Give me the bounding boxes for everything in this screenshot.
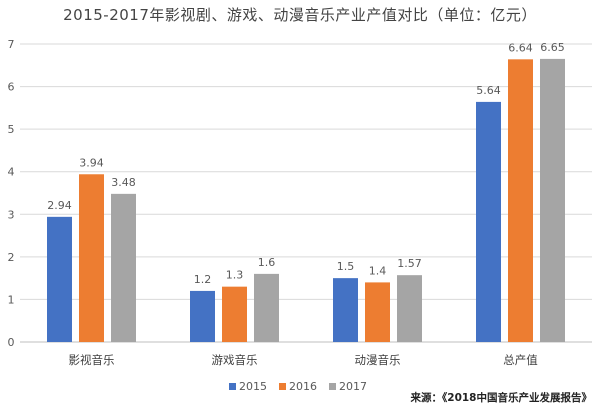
data-label: 3.94 (79, 156, 104, 169)
y-tick-label: 6 (8, 81, 15, 94)
legend-swatch (329, 383, 336, 390)
legend-label: 2015 (239, 380, 267, 393)
y-tick-label: 7 (8, 38, 15, 51)
data-label: 2.94 (47, 199, 72, 212)
bar (508, 59, 533, 342)
bar (47, 216, 72, 342)
y-tick-label: 3 (8, 208, 15, 221)
bar (333, 278, 358, 342)
bar (476, 101, 501, 342)
x-tick-label: 总产值 (503, 353, 538, 367)
y-tick-label: 1 (8, 293, 15, 306)
legend-label: 2016 (289, 380, 317, 393)
chart-title: 2015-2017年影视剧、游戏、动漫音乐产业产值对比（单位：亿元） (63, 6, 537, 24)
bar (254, 273, 279, 342)
data-label: 1.2 (194, 273, 212, 286)
data-label: 1.6 (258, 256, 276, 269)
x-tick-label: 动漫音乐 (355, 353, 401, 367)
bar (397, 275, 422, 342)
source-note: 来源：《2018中国音乐产业发展报告》 (410, 392, 592, 404)
bar (365, 282, 390, 342)
data-label: 6.65 (540, 41, 565, 54)
data-label: 1.3 (226, 269, 244, 282)
y-tick-label: 5 (8, 123, 15, 136)
y-tick-label: 4 (8, 166, 15, 179)
y-tick-label: 2 (8, 251, 15, 264)
data-label: 6.64 (508, 41, 533, 54)
x-tick-label: 游戏音乐 (212, 353, 258, 367)
bar (111, 193, 136, 342)
data-label: 3.48 (111, 176, 136, 189)
legend-swatch (279, 383, 286, 390)
bar (79, 174, 104, 342)
bar (540, 58, 565, 343)
data-label: 1.57 (397, 257, 422, 270)
bar (222, 286, 247, 342)
x-tick-label: 影视音乐 (69, 353, 115, 367)
bar (190, 290, 215, 342)
data-label: 1.5 (337, 260, 355, 273)
data-label: 1.4 (369, 264, 387, 277)
legend-label: 2017 (339, 380, 367, 393)
y-tick-label: 0 (8, 336, 15, 349)
data-label: 5.64 (476, 84, 501, 97)
legend-swatch (229, 383, 236, 390)
